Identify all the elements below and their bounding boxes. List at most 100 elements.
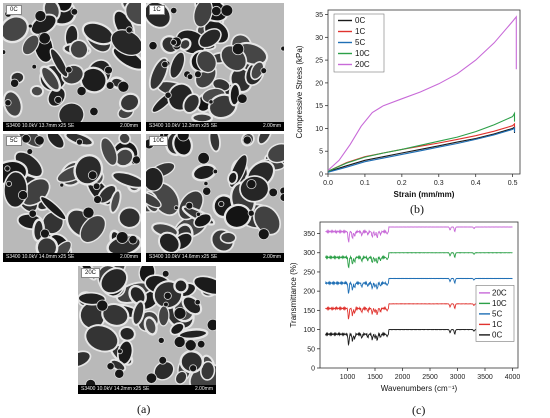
foam-cell	[10, 78, 20, 88]
foam-cell	[268, 187, 278, 198]
x-axis-label: Strain (mm/mm)	[394, 190, 455, 199]
foam-cell	[173, 307, 187, 320]
legend-label: 0C	[492, 330, 502, 339]
sem-image-10c: 10C S3400 10.0kV 14.6mm x25 SE 2.00mm	[146, 134, 284, 262]
y-tick-label: 150	[303, 308, 315, 315]
foam-cell	[185, 201, 194, 210]
foam-cell	[115, 231, 129, 244]
sem-texture	[146, 3, 284, 122]
y-tick-label: 0	[311, 366, 315, 373]
series-line-20C	[327, 15, 517, 171]
foam-pore	[118, 92, 141, 113]
series-line-10C	[327, 111, 516, 172]
foam-cell	[96, 299, 109, 312]
foam-cell	[17, 190, 29, 201]
foam-cell	[194, 70, 202, 79]
x-tick-label: 0.1	[360, 180, 370, 187]
foam-cell	[164, 91, 172, 99]
sem-tag: 10C	[149, 136, 169, 146]
y-tick-label: 35	[315, 12, 323, 19]
foam-pore	[114, 147, 135, 168]
foam-pore	[178, 38, 192, 51]
foam-pore	[3, 15, 30, 44]
foam-pore	[58, 102, 85, 122]
foam-cell	[148, 41, 158, 51]
foam-cell	[54, 95, 63, 104]
sem-scale: 2.00mm	[262, 254, 281, 260]
foam-cell	[194, 299, 201, 306]
sem-info: S3400 10.0kV 14.0mm x25 SE	[6, 254, 75, 260]
foam-pore	[253, 204, 282, 236]
foam-cell	[157, 336, 165, 344]
legend-label: 5C	[355, 38, 365, 47]
foam-cell	[76, 138, 83, 146]
sem-image-5c: 5C S3400 10.0kV 14.0mm x25 SE 2.00mm	[3, 134, 141, 262]
sem-image-0c: 0C S3400 10.0kV 13.7mm x25 SE 2.00mm	[3, 3, 141, 131]
foam-cell	[220, 4, 234, 17]
series-line-5C	[327, 126, 516, 173]
x-tick-label: 2500	[422, 374, 438, 381]
foam-cell	[279, 193, 284, 202]
foam-cell	[208, 99, 214, 105]
y-tick-label: 0	[319, 172, 323, 179]
y-tick-label: 250	[303, 269, 315, 276]
spectrum-5C	[325, 277, 513, 294]
foam-pore	[39, 195, 67, 221]
foam-pore	[174, 370, 188, 385]
sem-tag: 5C	[6, 136, 22, 146]
foam-cell	[163, 291, 172, 300]
foam-pore	[146, 166, 164, 192]
foam-cell	[89, 106, 99, 117]
panel-label-c: (c)	[412, 403, 426, 417]
x-tick-label: 3000	[450, 374, 466, 381]
foam-cell	[145, 372, 158, 384]
x-tick-label: 2000	[395, 374, 411, 381]
legend: 0C 1C 5C 10C 20C	[333, 13, 385, 73]
foam-pore	[84, 324, 120, 353]
legend-label: 10C	[355, 49, 370, 58]
foam-cell	[82, 206, 95, 219]
foam-pore	[109, 189, 122, 214]
foam-cell	[93, 195, 102, 204]
foam-pore	[29, 84, 45, 98]
foam-cell	[231, 42, 245, 56]
foam-cell	[242, 135, 252, 145]
panel-label-b: (b)	[410, 202, 424, 216]
foam-cell	[59, 182, 65, 188]
foam-pore	[131, 300, 146, 326]
stress-strain-chart: 0.0 0.1 0.2 0.3 0.4 0.5 0 5 10 15 20 25 30 35 Strain (…	[295, 9, 521, 199]
foam-cell	[106, 362, 115, 371]
sem-scale: 2.00mm	[119, 254, 138, 260]
legend-label: 1C	[355, 27, 365, 36]
foam-cell	[70, 8, 79, 16]
sem-info: S3400 10.0kV 13.7mm x25 SE	[6, 123, 75, 129]
foam-cell	[65, 65, 73, 74]
foam-pore	[219, 231, 237, 244]
foam-cell	[21, 134, 31, 144]
foam-cell	[195, 211, 201, 217]
x-tick-label: 3500	[477, 374, 493, 381]
foam-pore	[69, 39, 89, 60]
y-tick-label: 100	[303, 327, 315, 334]
foam-cell	[176, 134, 190, 142]
spectrum-10C	[325, 252, 513, 269]
foam-pore	[146, 191, 162, 209]
foam-cell	[104, 65, 113, 75]
sem-image-20c: 20C S3400 10.0kV 14.2mm x25 SE 2.00mm	[78, 266, 216, 394]
foam-cell	[34, 10, 47, 22]
sem-scale: 2.00mm	[119, 123, 138, 129]
foam-cell	[105, 81, 115, 90]
sem-tag: 20C	[81, 268, 101, 278]
ftir-chart: 1000 1500 2000 2500 3000 3500 4000 0 50 100 150 200…	[289, 221, 520, 393]
foam-cell	[206, 318, 216, 332]
legend-label: 1C	[492, 320, 502, 329]
plot-frame	[319, 221, 519, 369]
foam-cell	[260, 67, 268, 75]
foam-cell	[76, 86, 87, 97]
foam-cell	[27, 23, 33, 29]
foam-pore	[118, 134, 132, 145]
foam-pore	[169, 322, 185, 336]
foam-cell	[117, 348, 123, 355]
foam-cell	[131, 155, 141, 165]
